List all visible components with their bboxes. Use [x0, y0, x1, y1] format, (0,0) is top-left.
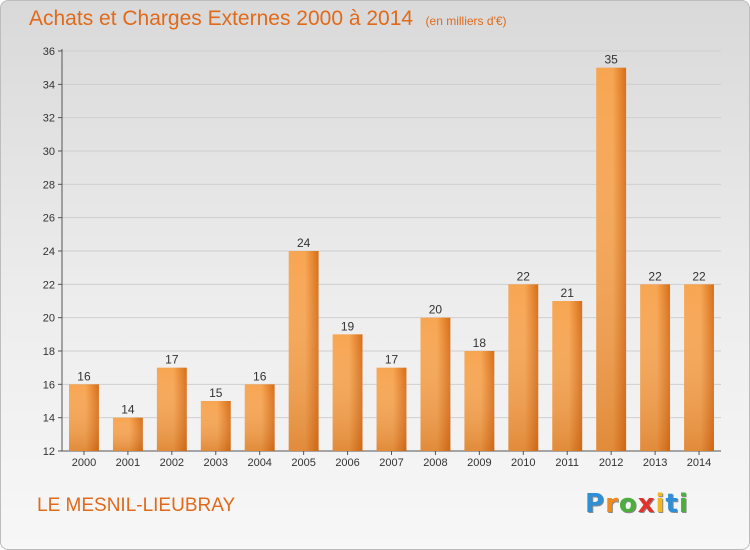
- bar-shade: [156, 367, 187, 451]
- data-label: 35: [604, 53, 618, 67]
- y-tick-label: 32: [43, 113, 55, 125]
- x-tick-label: 2003: [204, 457, 228, 469]
- bar-shade: [244, 384, 275, 451]
- x-tick-label: 2004: [247, 457, 271, 469]
- commune-name: LE MESNIL-LIEUBRAY: [37, 495, 236, 516]
- chart-title-row: Achats et Charges Externes 2000 à 2014 (…: [29, 7, 507, 31]
- bar-shade: [200, 401, 231, 451]
- data-label: 21: [561, 286, 575, 300]
- y-tick-label: 18: [43, 346, 55, 358]
- y-tick-label: 26: [43, 213, 55, 225]
- data-label: 19: [341, 319, 355, 333]
- y-tick-label: 28: [43, 179, 55, 191]
- y-tick-label: 22: [43, 279, 55, 291]
- x-tick-label: 2005: [291, 457, 315, 469]
- data-label: 22: [517, 269, 531, 283]
- x-tick-label: 2013: [643, 457, 667, 469]
- y-tick-label: 14: [43, 413, 55, 425]
- bar-shade: [684, 284, 714, 451]
- x-tick-label: 2000: [72, 457, 96, 469]
- bar-shade: [464, 351, 495, 451]
- bar-shade: [69, 384, 99, 451]
- data-label: 20: [429, 303, 443, 317]
- bar-shade: [420, 317, 451, 451]
- x-tick-label: 2008: [423, 457, 447, 469]
- bar-shade: [376, 367, 407, 451]
- data-label: 14: [121, 403, 135, 417]
- data-label: 17: [385, 353, 399, 367]
- bar-shade: [640, 284, 671, 451]
- bar-shade: [596, 67, 627, 452]
- y-tick-label: 36: [43, 46, 55, 58]
- x-tick-label: 2002: [160, 457, 184, 469]
- proxiti-logo: Proxiti: [585, 489, 689, 519]
- data-label: 17: [165, 353, 179, 367]
- data-label: 22: [648, 269, 662, 283]
- bar-shade: [288, 251, 319, 451]
- chart-title: Achats et Charges Externes 2000 à 2014: [29, 7, 414, 30]
- y-tick-label: 24: [43, 246, 55, 258]
- x-tick-label: 2009: [467, 457, 491, 469]
- data-label: 16: [253, 369, 267, 383]
- y-tick-label: 12: [43, 446, 55, 458]
- bar-shade: [112, 417, 143, 451]
- x-tick-label: 2007: [379, 457, 403, 469]
- data-label: 16: [77, 369, 91, 383]
- bar-shade: [552, 301, 583, 451]
- x-tick-label: 2014: [687, 457, 711, 469]
- x-tick-label: 2011: [555, 457, 579, 469]
- x-tick-label: 2010: [511, 457, 535, 469]
- data-label: 22: [692, 269, 706, 283]
- chart-unit: (en milliers d'€): [425, 14, 507, 28]
- data-label: 18: [473, 336, 487, 350]
- bar-shade: [508, 284, 539, 451]
- x-tick-label: 2006: [335, 457, 359, 469]
- y-tick-label: 20: [43, 313, 55, 325]
- bar-shade: [332, 334, 363, 451]
- data-label: 15: [209, 386, 223, 400]
- data-label: 24: [297, 236, 311, 250]
- x-tick-label: 2012: [599, 457, 623, 469]
- y-tick-label: 34: [43, 79, 55, 91]
- y-tick-label: 30: [43, 146, 55, 158]
- x-tick-label: 2001: [116, 457, 140, 469]
- y-tick-label: 16: [43, 379, 55, 391]
